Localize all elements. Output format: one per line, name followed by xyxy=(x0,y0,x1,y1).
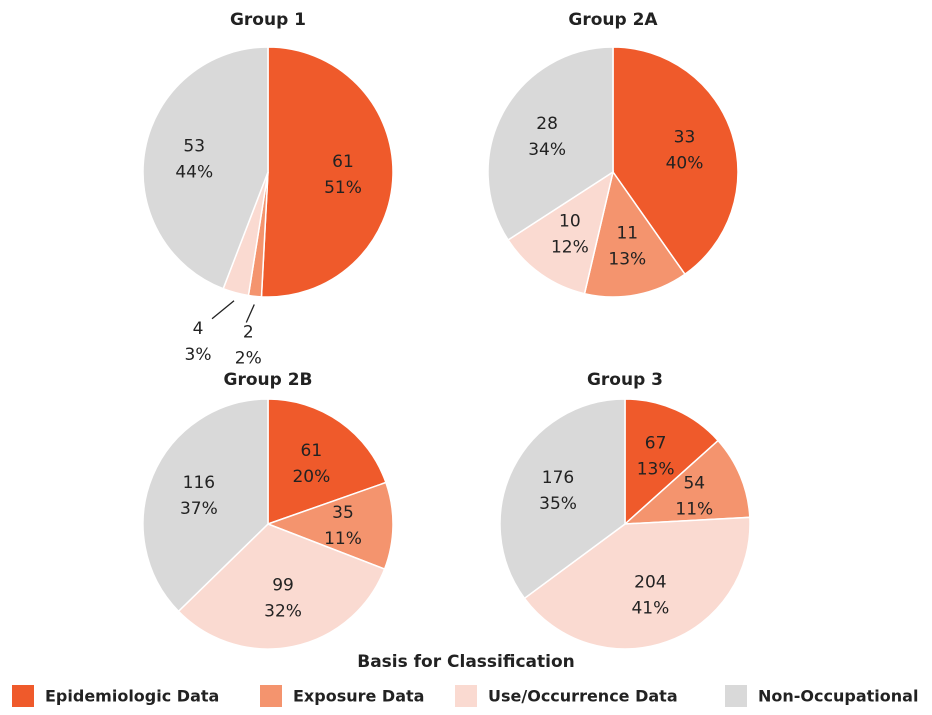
pie-slice xyxy=(177,523,386,650)
legend-label: Exposure Data xyxy=(293,687,424,706)
legend-label: Epidemiologic Data xyxy=(45,687,219,706)
legend-title: Basis for Classification xyxy=(357,652,575,672)
percent-label: 11% xyxy=(324,529,362,549)
count-label: 10 xyxy=(559,211,581,231)
percent-label: 37% xyxy=(180,499,218,519)
leader-line xyxy=(245,304,255,323)
percent-label: 13% xyxy=(608,250,646,270)
pie-title: Group 2B xyxy=(224,370,313,390)
percent-label: 20% xyxy=(292,467,330,487)
count-label: 176 xyxy=(542,468,574,488)
count-label: 28 xyxy=(536,114,558,134)
pie-slice xyxy=(499,398,626,600)
pie-title: Group 2A xyxy=(568,10,658,30)
pie-title: Group 1 xyxy=(230,10,306,30)
percent-label: 3% xyxy=(185,345,212,365)
legend-swatch xyxy=(260,685,282,707)
count-label: 54 xyxy=(683,473,705,493)
count-label: 99 xyxy=(272,575,294,595)
percent-label: 12% xyxy=(551,237,589,257)
percent-label: 32% xyxy=(264,601,302,621)
percent-label: 34% xyxy=(528,140,566,160)
percent-label: 40% xyxy=(666,153,704,173)
pie-slice xyxy=(583,170,686,298)
leader-line xyxy=(211,300,235,320)
pie-slice xyxy=(624,398,720,526)
percent-label: 35% xyxy=(539,494,577,514)
percent-label: 2% xyxy=(235,349,262,369)
pie-slice xyxy=(507,170,615,295)
count-label: 61 xyxy=(332,152,354,172)
count-label: 35 xyxy=(332,503,354,523)
legend-swatch xyxy=(725,685,747,707)
count-label: 53 xyxy=(183,136,205,156)
count-label: 33 xyxy=(674,127,696,147)
pie-slice xyxy=(142,398,269,613)
count-label: 4 xyxy=(193,319,204,339)
count-label: 116 xyxy=(183,473,215,493)
legend-label: Non-Occupational xyxy=(758,687,918,706)
count-label: 204 xyxy=(634,573,666,593)
legend-swatch xyxy=(12,685,34,707)
percent-label: 41% xyxy=(631,599,669,619)
legend-label: Use/Occurrence Data xyxy=(488,687,678,706)
count-label: 61 xyxy=(301,441,323,461)
pie-slice xyxy=(523,516,751,650)
legend-swatch xyxy=(455,685,477,707)
pie-slice xyxy=(622,439,751,525)
pie-slice xyxy=(260,46,394,298)
percent-label: 11% xyxy=(675,499,713,519)
percent-label: 51% xyxy=(324,178,362,198)
percent-label: 13% xyxy=(637,460,675,480)
pie-title: Group 3 xyxy=(587,370,663,390)
percent-label: 44% xyxy=(175,162,213,182)
count-label: 11 xyxy=(616,224,638,244)
pie-slice xyxy=(142,46,269,290)
pie-slice xyxy=(612,46,739,276)
count-label: 2 xyxy=(243,323,254,343)
pie-slice xyxy=(265,481,394,571)
count-label: 67 xyxy=(645,434,667,454)
pie-slice xyxy=(487,46,614,241)
